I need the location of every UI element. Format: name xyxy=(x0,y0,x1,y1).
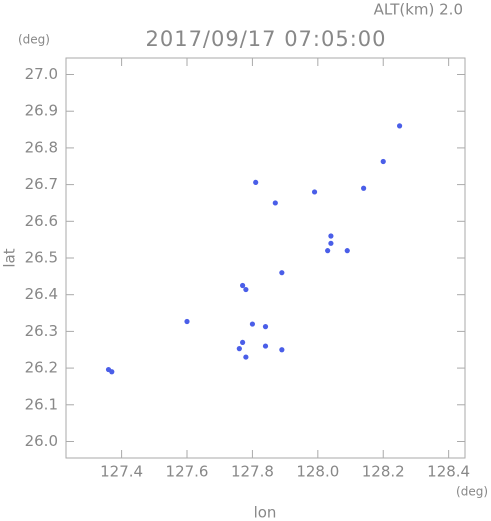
x-tick-label: 127.4 xyxy=(100,463,143,481)
echo-point xyxy=(328,233,334,239)
x-label: lon xyxy=(254,504,277,521)
y-tick-label: 26.1 xyxy=(25,395,58,413)
y-unit: (deg) xyxy=(18,33,50,47)
y-tick-label: 26.9 xyxy=(25,102,58,120)
y-tick-label: 27.0 xyxy=(25,65,58,83)
echo-point xyxy=(325,248,331,254)
x-tick-label: 127.6 xyxy=(166,463,209,481)
y-tick-label: 26.5 xyxy=(25,249,58,267)
y-tick-label: 26.7 xyxy=(25,175,58,193)
echo-point xyxy=(328,240,334,246)
y-tick-label: 26.4 xyxy=(25,285,58,303)
x-unit: (deg) xyxy=(456,485,488,499)
echo-point xyxy=(380,158,386,165)
echo-point xyxy=(243,354,249,360)
echo-point xyxy=(361,185,367,191)
echo-point xyxy=(279,347,285,353)
echo-point xyxy=(344,248,350,254)
echo-point xyxy=(396,123,403,129)
x-tick-label: 128.4 xyxy=(427,463,470,481)
y-tick-label: 26.8 xyxy=(25,138,58,156)
echo-point xyxy=(184,318,190,325)
echo-point xyxy=(272,200,278,206)
echo-point xyxy=(249,321,256,327)
echo-point xyxy=(243,286,249,293)
chart-title: 2017/09/17 07:05:00 xyxy=(145,27,386,51)
x-tick-label: 127.8 xyxy=(231,463,274,481)
y-label: lat xyxy=(1,248,19,267)
echo-point xyxy=(236,346,242,352)
y-tick-label: 26.6 xyxy=(25,212,58,230)
altitude: ALT(km) 2.0 xyxy=(374,1,463,19)
echo-point xyxy=(262,324,269,330)
y-tick-label: 26.2 xyxy=(25,359,58,377)
echo-point xyxy=(253,179,259,186)
plot-frame xyxy=(65,57,466,459)
echo-point xyxy=(311,189,318,195)
echo-point xyxy=(109,369,115,375)
x-tick-label: 128.2 xyxy=(362,463,405,481)
echo-point xyxy=(240,282,246,289)
echo-point xyxy=(279,270,285,276)
y-tick-label: 26.0 xyxy=(25,432,58,450)
echo-point xyxy=(240,339,246,346)
echo-point xyxy=(262,343,269,349)
x-tick-label: 128.0 xyxy=(296,463,339,481)
y-tick-label: 26.3 xyxy=(25,322,58,340)
